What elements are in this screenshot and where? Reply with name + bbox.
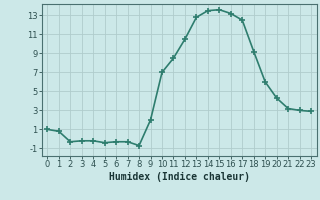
- X-axis label: Humidex (Indice chaleur): Humidex (Indice chaleur): [109, 172, 250, 182]
